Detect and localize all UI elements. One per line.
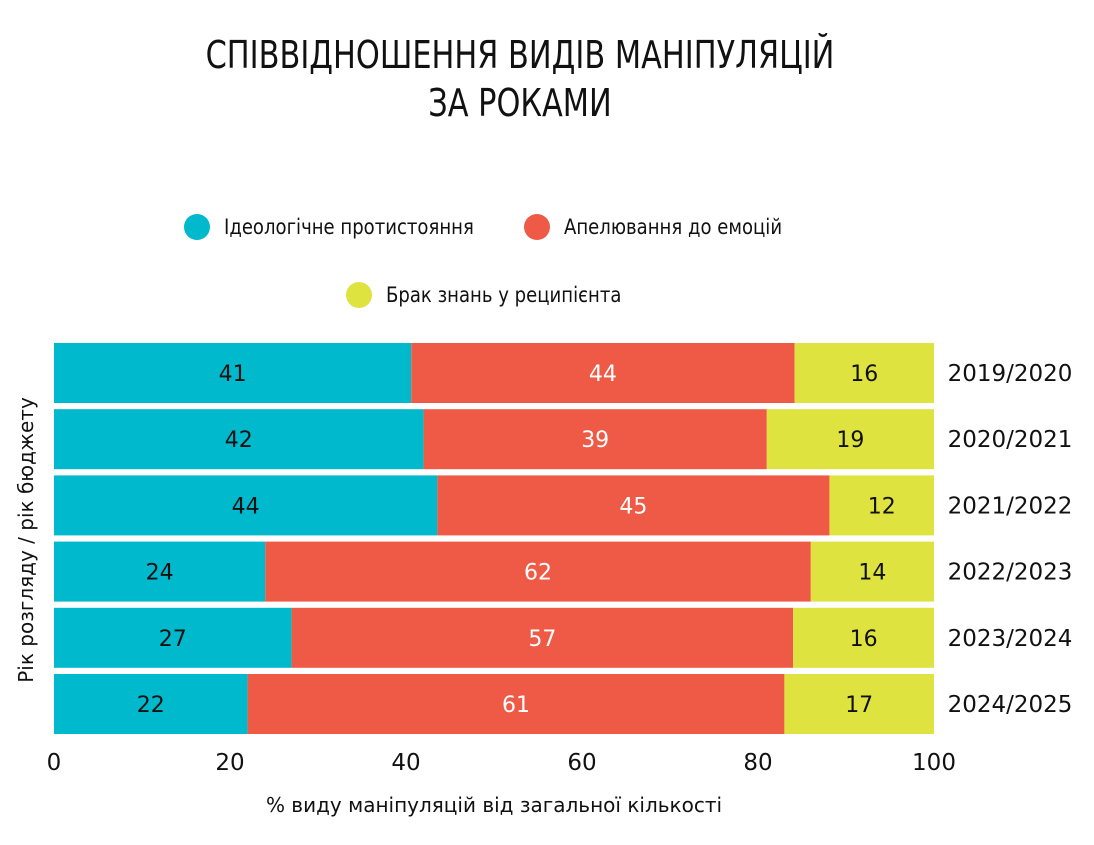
x-axis-label: % виду маніпуляцій від загальної кількос… — [266, 793, 722, 817]
bar-segment — [54, 674, 248, 734]
category-label: 2019/2020 — [948, 361, 1073, 387]
bar-segment — [291, 607, 794, 668]
x-tick-label: 0 — [47, 750, 62, 776]
bar-segment — [265, 541, 811, 602]
x-tick-label: 80 — [743, 750, 772, 776]
bar-segment — [423, 409, 767, 470]
x-tick-label: 100 — [912, 750, 956, 776]
bar-segment — [437, 475, 830, 536]
data-label: 27 — [159, 627, 187, 652]
chart-title-line-2: ЗА РОКАМИ — [428, 81, 612, 125]
category-label: 2022/2023 — [948, 560, 1073, 586]
bar-segment — [793, 607, 934, 668]
category-label: 2020/2021 — [948, 427, 1073, 453]
bar-segment — [54, 409, 424, 470]
data-label: 45 — [619, 494, 647, 519]
data-label: 41 — [219, 362, 247, 387]
data-label: 16 — [850, 362, 878, 387]
legend-swatch-emotions — [524, 214, 550, 240]
data-label: 12 — [868, 494, 896, 519]
data-label: 39 — [581, 428, 609, 453]
legend-item-ideological: Ідеологічне протистояння — [184, 214, 515, 240]
bar-segment — [54, 607, 292, 668]
bar-segment — [784, 674, 934, 734]
legend-item-emotions: Апелювання до емоцій — [524, 214, 818, 240]
bar-segment — [810, 541, 934, 602]
y-axis-label: Рік розгляду / рік бюджету — [14, 397, 38, 683]
category-label: 2023/2024 — [948, 626, 1073, 652]
bar-segment — [829, 475, 934, 536]
legend-label-knowledge: Брак знань у реципієнта — [386, 283, 622, 307]
data-label: 57 — [528, 627, 556, 652]
data-label: 22 — [137, 693, 165, 718]
bar-segment — [247, 674, 785, 734]
data-label: 16 — [850, 627, 878, 652]
bar-segment — [54, 475, 438, 536]
legend-label-ideological: Ідеологічне протистояння — [224, 215, 474, 239]
legend-swatch-knowledge — [346, 282, 372, 308]
data-label: 62 — [524, 561, 552, 586]
legend-swatch-ideological — [184, 214, 210, 240]
x-tick-label: 60 — [567, 750, 596, 776]
data-label: 42 — [225, 428, 253, 453]
bar-segment — [411, 343, 795, 403]
data-label: 61 — [502, 693, 530, 718]
bar-segment — [54, 541, 266, 602]
bar-segment — [766, 409, 934, 470]
data-label: 24 — [146, 561, 174, 586]
data-label: 44 — [589, 362, 617, 387]
chart-title: СПІВВІДНОШЕННЯ ВИДІВ МАНІПУЛЯЦІЙ — [205, 33, 835, 77]
legend-item-knowledge: Брак знань у реципієнта — [346, 282, 660, 308]
legend-label-emotions: Апелювання до емоцій — [564, 215, 783, 239]
data-label: 44 — [232, 494, 260, 519]
x-tick-label: 20 — [215, 750, 244, 776]
bar-segment — [794, 343, 934, 403]
data-label: 17 — [845, 693, 873, 718]
category-label: 2024/2025 — [948, 692, 1073, 718]
x-tick-label: 40 — [391, 750, 420, 776]
bar-segment — [54, 343, 412, 403]
data-label: 14 — [858, 561, 886, 586]
data-label: 19 — [836, 428, 864, 453]
category-label: 2021/2022 — [948, 493, 1073, 519]
